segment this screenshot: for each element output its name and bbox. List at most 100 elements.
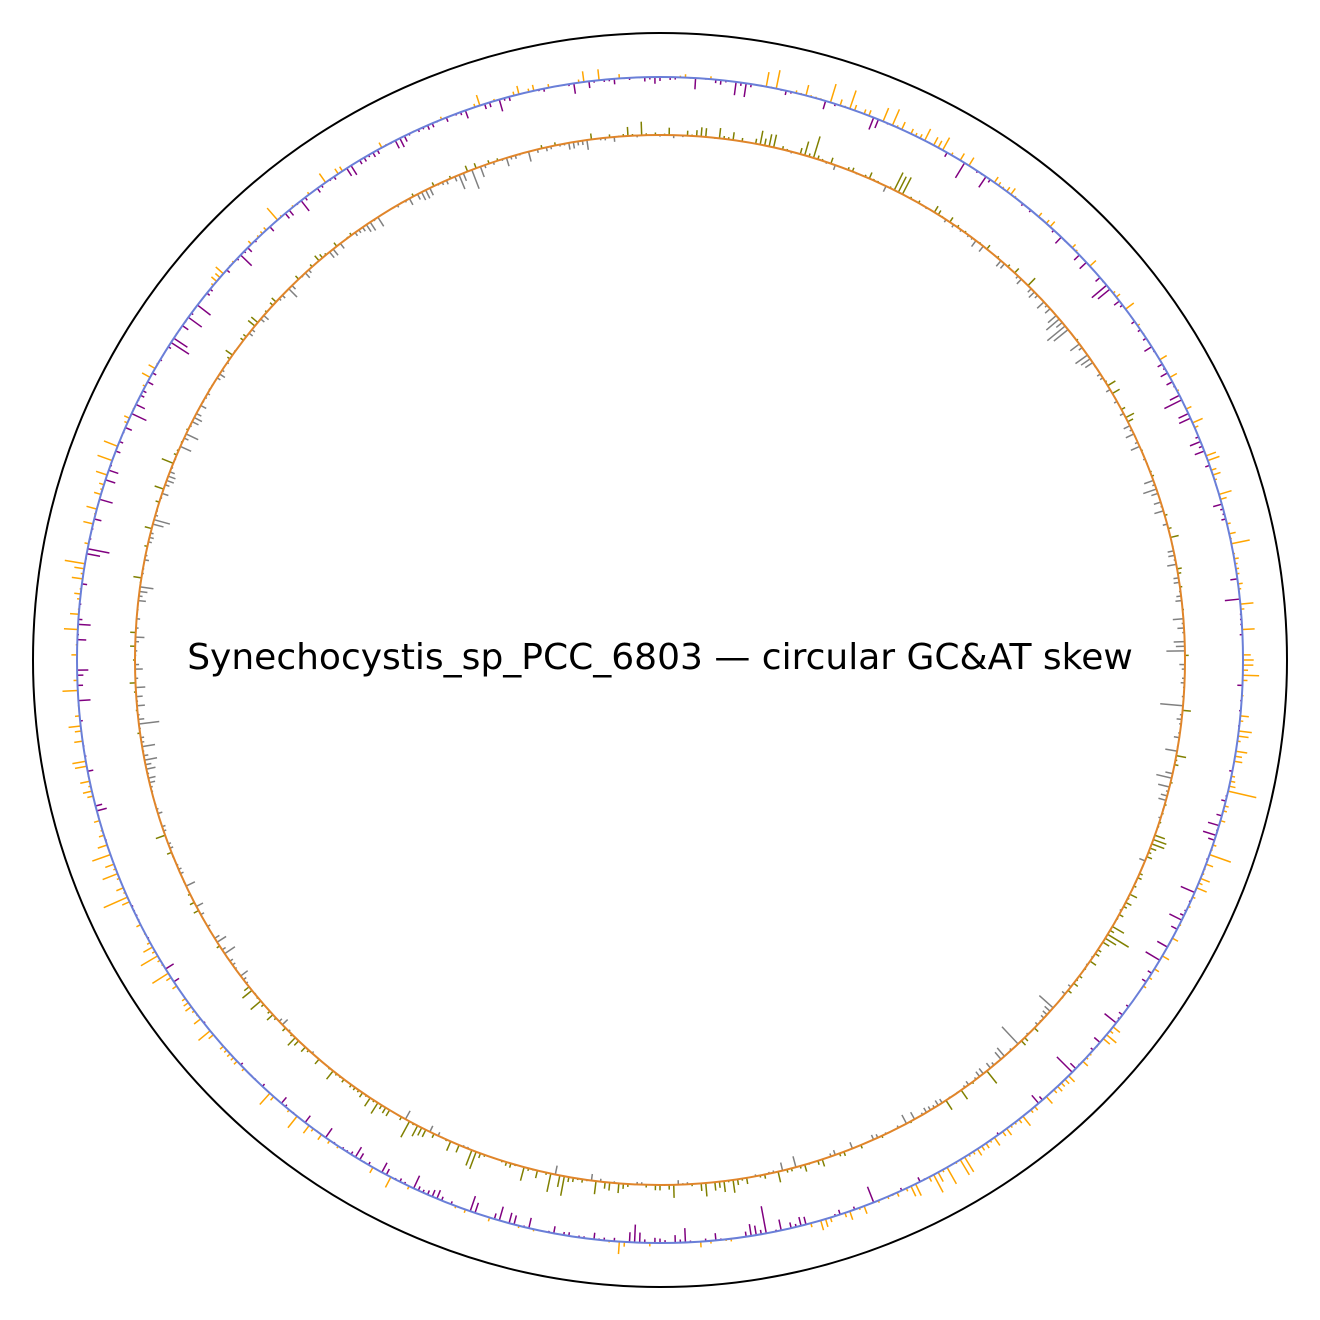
gc-skew-bar <box>1156 940 1168 948</box>
at-skew-bar <box>138 718 145 721</box>
at-skew-bar <box>455 1144 460 1153</box>
gc-skew-bar <box>498 1206 504 1221</box>
at-skew-bar <box>1130 445 1140 452</box>
at-skew-bar <box>1028 291 1035 299</box>
gc-skew-bar <box>1125 302 1135 310</box>
at-skew-bar <box>1045 318 1060 331</box>
gc-skew-bar <box>822 100 827 110</box>
gc-skew-bar <box>346 167 353 177</box>
gc-skew-bar <box>493 1213 497 1220</box>
at-skew-bar <box>554 1165 558 1175</box>
gc-skew-bar <box>765 71 770 87</box>
at-skew-bar <box>1123 425 1131 430</box>
at-skew-bar <box>732 132 735 141</box>
gc-skew-bar <box>882 107 890 122</box>
at-skew-bar <box>425 189 431 199</box>
gc-skew-bar <box>140 955 159 967</box>
at-skew-bar <box>519 1166 525 1181</box>
at-skew-bar <box>266 1014 274 1021</box>
at-skew-bar <box>1172 618 1184 621</box>
gc-skew-bar <box>1238 730 1252 734</box>
at-skew-bar <box>136 704 145 707</box>
at-skew-bar <box>975 1071 981 1077</box>
gc-skew-bar <box>1242 628 1255 631</box>
gc-skew-bar <box>1102 1038 1111 1045</box>
gc-skew-bar <box>1224 598 1240 602</box>
gc-skew-bar <box>436 1189 442 1199</box>
at-skew-bar <box>901 177 912 195</box>
at-skew-bar <box>821 1159 826 1167</box>
gc-skew-bar <box>1237 735 1249 739</box>
at-skew-bar <box>978 245 984 253</box>
at-skew-bar <box>411 1125 419 1137</box>
gc-skew-bar <box>1205 451 1217 457</box>
at-skew-bar <box>139 590 148 594</box>
at-skew-bar <box>1075 354 1088 365</box>
gc-skew-bar <box>105 479 116 484</box>
at-skew-bar <box>586 140 590 150</box>
at-skew-bar <box>568 142 571 150</box>
at-skew-bar <box>700 1183 703 1192</box>
at-skew-bar <box>329 251 335 259</box>
at-skew-bar <box>1168 554 1175 558</box>
at-skew-bar <box>978 1068 984 1075</box>
gc-skew-bar <box>733 81 737 96</box>
gc-skew-bar <box>147 381 154 386</box>
at-skew-bar <box>534 1170 539 1179</box>
gc-skew-bar <box>498 99 504 112</box>
at-skew-bar <box>138 720 160 725</box>
at-skew-bar <box>960 1089 969 1100</box>
at-skew-bar <box>377 216 385 227</box>
at-skew-bar <box>1154 510 1164 515</box>
at-skew-bar <box>155 834 166 840</box>
at-skew-bar <box>868 172 873 179</box>
at-skew-bar <box>1014 267 1020 274</box>
gc-skew-bar <box>318 173 327 183</box>
at-skew-bar <box>1038 995 1054 1009</box>
gc-skew-bar <box>1045 1096 1053 1105</box>
at-skew-bar <box>792 1156 797 1168</box>
gc-skew-bar <box>151 972 169 985</box>
gc-skew-bar <box>80 780 90 784</box>
at-skew-bar <box>241 989 253 999</box>
at-skew-bar <box>1151 843 1165 850</box>
gc-skew-bar <box>71 576 83 580</box>
gc-skew-bar <box>68 725 81 729</box>
gc-skew-bar <box>103 440 118 448</box>
at-skew-bar <box>803 141 810 156</box>
at-skew-bar <box>161 492 169 497</box>
at-skew-bar <box>142 743 156 748</box>
gc-skew-bar <box>287 1115 298 1129</box>
at-skew-bar <box>138 599 146 603</box>
gc-skew-bar <box>937 140 943 149</box>
gc-skew-bar <box>516 85 520 95</box>
gc-skew-bar <box>553 1226 556 1234</box>
gc-skew-bar <box>1104 1013 1117 1024</box>
gc-skew-bar <box>959 153 965 161</box>
at-skew-bar <box>1102 941 1110 947</box>
gc-skew-bar <box>1194 450 1205 456</box>
gc-skew-bar <box>954 162 966 179</box>
gc-skew-bar <box>1235 750 1248 754</box>
gc-skew-bar <box>910 1185 917 1197</box>
at-skew-bar <box>745 1177 749 1185</box>
gc-skew-bar <box>121 901 130 906</box>
gc-skew-bar <box>1064 1078 1070 1085</box>
gc-skew-bar <box>185 1006 192 1012</box>
gc-skew-bar <box>1200 877 1210 883</box>
frame-layer <box>32 32 1288 1288</box>
gc-skew-bar <box>803 1216 807 1225</box>
gc-skew-bar <box>901 121 906 130</box>
gc-skew-bar <box>334 168 339 175</box>
gc-skew-bar <box>95 470 108 476</box>
gc-skew-bar <box>1069 1062 1077 1070</box>
gc-skew-bar <box>259 1092 271 1105</box>
gc-skew-bar <box>829 83 837 103</box>
at-skew-bar <box>589 133 593 140</box>
at-skew-bar <box>556 1175 561 1188</box>
gc-skew-bar <box>993 176 999 183</box>
at-skew-bar <box>133 575 142 579</box>
at-skew-bar <box>617 1183 620 1194</box>
gc-skew-bar <box>1171 937 1179 942</box>
gc-skew-bar <box>96 807 107 812</box>
